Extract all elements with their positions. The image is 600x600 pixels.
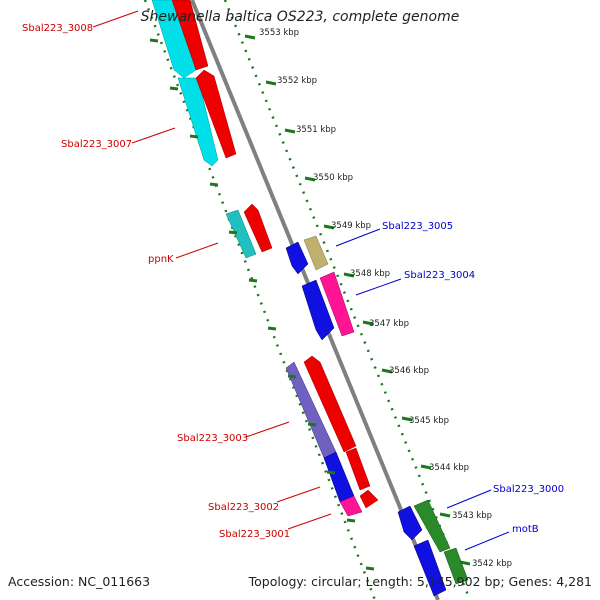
right-guide-line bbox=[223, 0, 472, 600]
gene-label-sbal223-3000[interactable]: Sbal223_3000 bbox=[493, 484, 564, 495]
gene-red-1[interactable] bbox=[171, 0, 209, 71]
gene-label-sbal223-3007[interactable]: Sbal223_3007 bbox=[61, 139, 132, 150]
gene-sbal223-3000-green[interactable] bbox=[413, 499, 451, 553]
gene-label-sbal223-3002[interactable]: Sbal223_3002 bbox=[208, 502, 279, 513]
gene-label-sbal223-3004[interactable]: Sbal223_3004 bbox=[404, 270, 475, 281]
gene-label-ppnk[interactable]: ppnK bbox=[148, 254, 174, 265]
tick-label: 3546 kbp bbox=[389, 366, 429, 376]
tick-label: 3547 kbp bbox=[369, 319, 409, 329]
gene-arrows bbox=[151, 0, 469, 597]
gene-label-motb[interactable]: motB bbox=[512, 524, 539, 535]
tick-label: 3544 kbp bbox=[429, 463, 469, 473]
tick-label: 3548 kbp bbox=[350, 269, 390, 279]
gene-red-2[interactable] bbox=[195, 69, 237, 159]
tick-label: 3550 kbp bbox=[313, 173, 353, 183]
gene-sbal223-3002-red[interactable] bbox=[345, 447, 371, 491]
gene-ppnk-red[interactable] bbox=[243, 203, 273, 253]
gene-sbal223-3004-magenta[interactable] bbox=[319, 271, 355, 337]
gene-label-sbal223-3008[interactable]: Sbal223_3008 bbox=[22, 23, 93, 34]
gene-sbal223-3004-blue[interactable] bbox=[301, 279, 335, 341]
gene-sbal223-3008-cyan[interactable] bbox=[151, 0, 197, 79]
genome-summary-text: Topology: circular; Length: 5,145,902 bp… bbox=[248, 574, 592, 589]
gene-ppnk-teal[interactable] bbox=[225, 209, 257, 259]
gene-sbal223-3005-blue[interactable] bbox=[285, 241, 309, 275]
genome-title: Shewanella baltica OS223, complete genom… bbox=[140, 9, 460, 25]
gene-label-sbal223-3001[interactable]: Sbal223_3001 bbox=[219, 529, 290, 540]
tick-label: 3552 kbp bbox=[277, 76, 317, 86]
tick-label: 3545 kbp bbox=[409, 416, 449, 426]
gene-motb-green[interactable] bbox=[443, 547, 469, 585]
gene-sbal223-3003-red[interactable] bbox=[303, 355, 357, 453]
tick-label: 3551 kbp bbox=[296, 125, 336, 135]
tick-label: 3549 kbp bbox=[331, 221, 371, 231]
tick-label: 3553 kbp bbox=[259, 28, 299, 38]
tick-label: 3542 kbp bbox=[472, 559, 512, 569]
scale-ticks bbox=[149, 34, 471, 571]
gene-sbal223-3001-red[interactable] bbox=[359, 489, 379, 509]
gene-motb-blue[interactable] bbox=[413, 539, 447, 597]
gene-cyan-2[interactable] bbox=[177, 77, 219, 167]
gene-sbal223-3005-olive[interactable] bbox=[303, 235, 329, 271]
gene-label-sbal223-3003[interactable]: Sbal223_3003 bbox=[177, 433, 248, 444]
accession-text: Accession: NC_011663 bbox=[8, 574, 151, 589]
gene-sbal223-3000-blue[interactable] bbox=[397, 505, 423, 541]
tick-label: 3543 kbp bbox=[452, 511, 492, 521]
gene-sbal223-3001-magenta[interactable] bbox=[339, 495, 363, 517]
gene-label-sbal223-3005[interactable]: Sbal223_3005 bbox=[382, 221, 453, 232]
